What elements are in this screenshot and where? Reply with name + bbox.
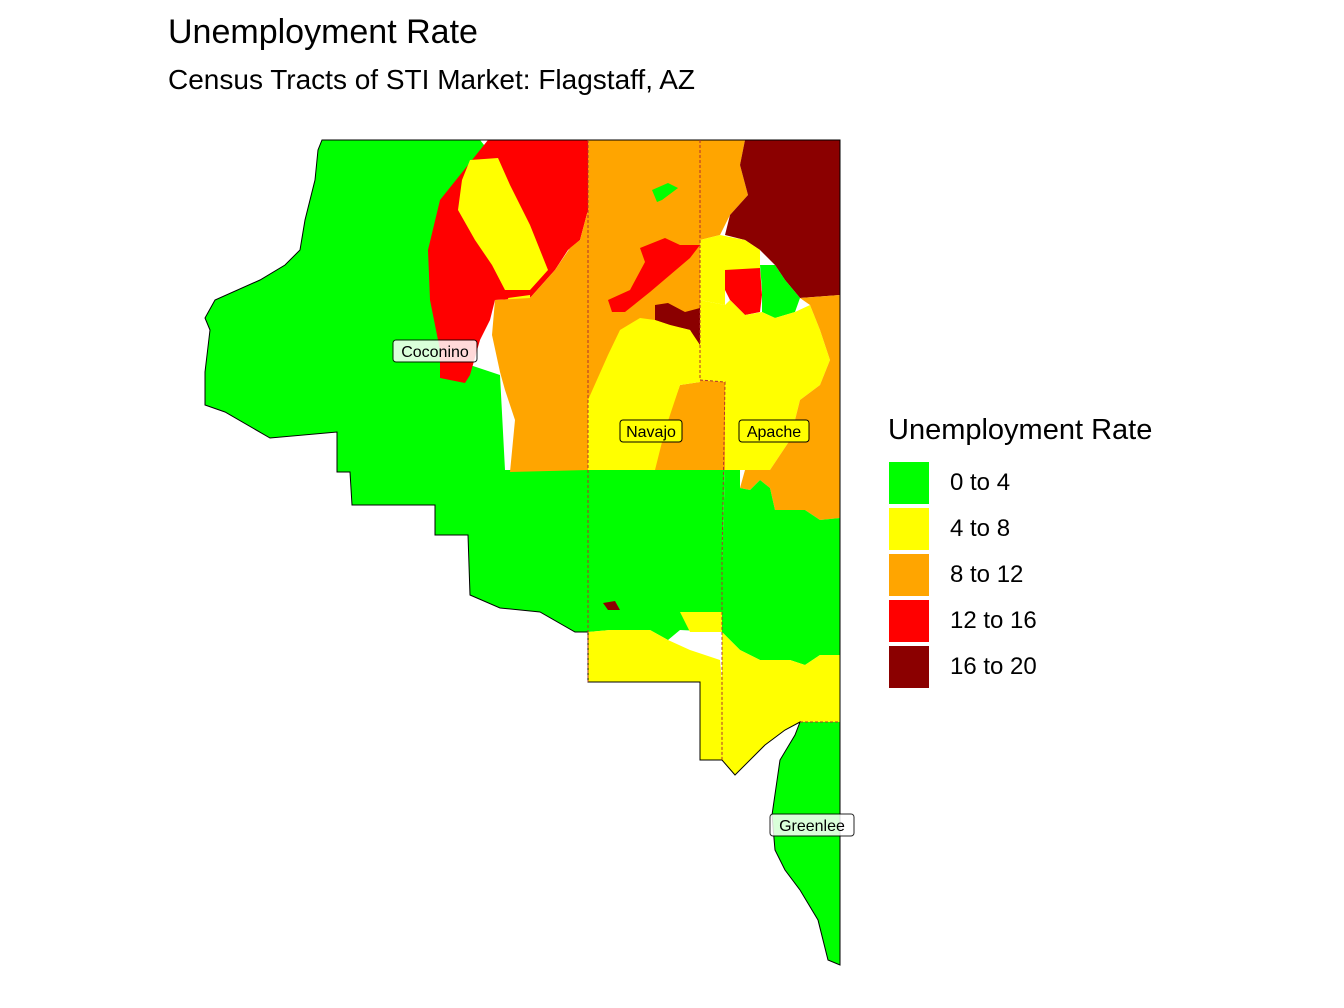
legend-swatch <box>888 599 930 643</box>
legend-swatch <box>888 645 930 689</box>
map-subtitle: Census Tracts of STI Market: Flagstaff, … <box>168 64 695 95</box>
apache-tract-orange-east <box>740 295 840 520</box>
apache-tract-green-central <box>722 470 840 665</box>
navajo-tract-yellow-central <box>588 318 700 495</box>
coconino-tract-green-west <box>205 140 588 632</box>
map-title: Unemployment Rate <box>168 13 478 51</box>
county-label-navajo: Navajo <box>619 419 683 443</box>
navajo-tract-red-tiny <box>603 601 620 610</box>
market-outline <box>204 139 841 966</box>
navajo-tract-yellow-extension <box>700 682 722 760</box>
county-label-greenlee: Greenlee <box>769 813 855 837</box>
legend-swatch <box>888 553 930 597</box>
navajo-tract-green-small <box>652 183 678 202</box>
county-label-apache-text: Apache <box>747 424 801 441</box>
navajo-tract-red-band <box>608 238 700 312</box>
legend-item: 0 to 4 <box>888 460 1152 506</box>
navajo-apache-border <box>699 140 726 760</box>
legend-item: 12 to 16 <box>888 598 1152 644</box>
apache-tract-yellow-south <box>722 632 840 775</box>
legend-item: 16 to 20 <box>888 644 1152 690</box>
coconino-tract-orange-east <box>492 210 588 472</box>
legend-label: 12 to 16 <box>950 607 1037 634</box>
county-label-coconino-text: Coconino <box>401 344 469 361</box>
greenlee-tract-green <box>772 722 840 965</box>
legend-title: Unemployment Rate <box>888 414 1153 446</box>
apache-tract-darkred <box>725 140 840 298</box>
legend-label: 0 to 4 <box>950 469 1011 496</box>
county-label-navajo-text: Navajo <box>626 424 676 441</box>
legend-item: 8 to 12 <box>888 552 1152 598</box>
county-label-coconino: Coconino <box>392 339 478 363</box>
legend-swatch <box>888 507 930 551</box>
legend-swatch <box>888 461 930 505</box>
apache-tract-red <box>725 268 762 315</box>
legend-label: 8 to 12 <box>950 561 1024 588</box>
navajo-tract-green-central <box>588 470 725 640</box>
navajo-tract-yellow-south <box>588 630 722 682</box>
navajo-tract-darkred <box>655 303 700 348</box>
county-label-apache: Apache <box>738 419 810 443</box>
legend-label: 16 to 20 <box>950 653 1037 680</box>
apache-tract-orange-north <box>700 140 748 240</box>
county-label-greenlee-text: Greenlee <box>779 818 845 835</box>
legend-label: 4 to 8 <box>950 515 1011 542</box>
coconino-tract-yellow-north <box>458 158 548 290</box>
legend: Unemployment Rate 0 to 4 4 to 8 8 to 12 … <box>888 412 1152 690</box>
apache-tract-green-north <box>760 265 800 318</box>
legend-item: 4 to 8 <box>888 506 1152 552</box>
navajo-tract-yellow-patch <box>680 612 722 632</box>
apache-tract-yellow-central <box>700 300 830 470</box>
